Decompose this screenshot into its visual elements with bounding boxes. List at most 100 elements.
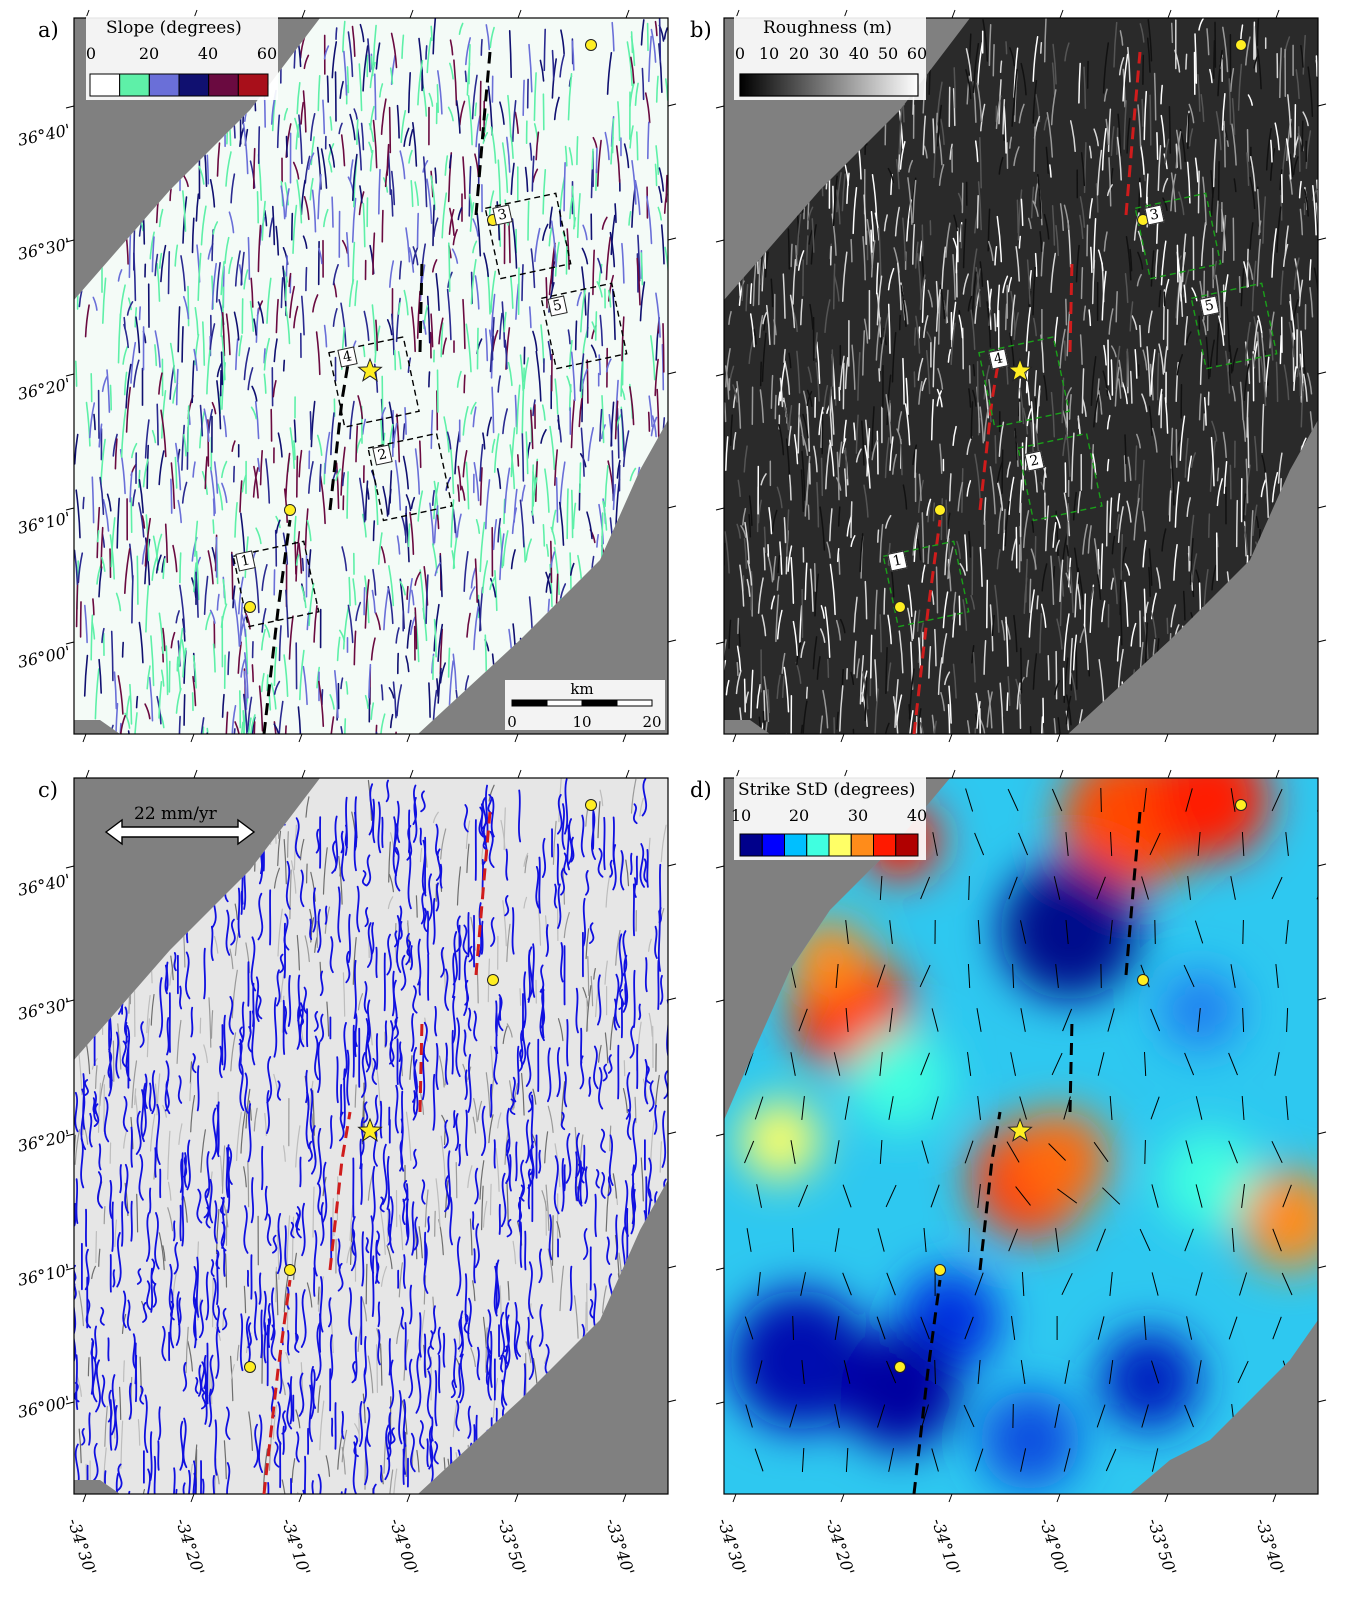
ridge-axis-line [328, 351, 352, 511]
bathymetric-contour [287, 975, 292, 1027]
texture-stroke [732, 384, 738, 403]
texture-stroke [1013, 146, 1020, 167]
texture-stroke [797, 250, 805, 271]
texture-stroke [485, 479, 491, 530]
texture-stroke [1097, 249, 1104, 272]
lon-tick [732, 1493, 737, 1503]
texture-stroke [1143, 90, 1148, 141]
texture-stroke [253, 465, 259, 499]
texture-stroke [1053, 718, 1058, 734]
texture-stroke [264, 210, 268, 227]
texture-stroke [192, 675, 197, 707]
bathymetric-contour [426, 1345, 432, 1371]
texture-stroke [597, 801, 601, 839]
texture-stroke [1139, 182, 1142, 198]
texture-stroke [1147, 310, 1153, 334]
texture-stroke [1242, 420, 1247, 442]
bathymetric-contour [351, 1361, 357, 1384]
texture-stroke [1223, 460, 1228, 494]
texture-stroke [525, 431, 529, 475]
texture-stroke [776, 486, 783, 509]
texture-stroke [612, 288, 616, 341]
strike-tick [879, 1052, 883, 1076]
texture-stroke [317, 1385, 321, 1413]
texture-stroke [296, 934, 300, 971]
texture-stroke [1302, 373, 1308, 402]
texture-stroke [1170, 22, 1174, 44]
bathymetric-contour [185, 951, 191, 1000]
texture-stroke [357, 993, 364, 1011]
site-marker [585, 799, 597, 811]
texture-stroke [1178, 191, 1185, 216]
texture-stroke [485, 1327, 488, 1373]
bathymetric-contour [621, 930, 628, 977]
bathymetric-contour [203, 947, 207, 1000]
strike-tick [845, 1447, 849, 1473]
texture-stroke [428, 371, 431, 388]
ridge-axis-line [1068, 1019, 1074, 1113]
bathymetric-contour [633, 803, 638, 825]
strike-tick [1015, 1186, 1031, 1206]
bathymetric-contour [309, 918, 313, 941]
bathymetric-contour [560, 1111, 566, 1131]
texture-stroke [828, 243, 833, 260]
texture-stroke [355, 425, 359, 463]
strike-tick [1154, 919, 1156, 945]
texture-stroke [836, 172, 842, 213]
texture-stroke [605, 874, 611, 908]
texture-stroke [604, 960, 608, 985]
bathymetric-contour [439, 863, 443, 889]
texture-stroke [319, 1400, 325, 1451]
texture-stroke [392, 681, 397, 719]
texture-stroke [952, 425, 957, 447]
texture-stroke [1231, 98, 1236, 136]
texture-stroke [181, 326, 184, 363]
texture-stroke [1148, 566, 1151, 598]
texture-stroke [123, 371, 128, 396]
texture-stroke [415, 895, 418, 918]
bathymetric-contour [276, 1401, 282, 1445]
bathymetric-contour [172, 1467, 176, 1494]
bathymetric-contour [337, 1238, 341, 1269]
texture-stroke [275, 298, 279, 334]
bathymetric-contour [603, 816, 606, 871]
texture-stroke [533, 72, 537, 122]
bathymetric-contour [527, 1184, 531, 1210]
texture-stroke [156, 263, 161, 302]
texture-stroke [285, 135, 288, 158]
texture-stroke [381, 407, 387, 419]
texture-stroke [490, 1045, 494, 1079]
texture-stroke [908, 159, 914, 173]
texture-stroke [501, 142, 509, 193]
texture-stroke [1065, 695, 1072, 725]
texture-stroke [841, 438, 847, 454]
texture-stroke [127, 297, 132, 311]
texture-stroke [370, 55, 374, 77]
texture-stroke [1140, 145, 1145, 175]
texture-stroke [461, 485, 466, 501]
texture-stroke [342, 972, 346, 1017]
texture-stroke [1018, 235, 1022, 249]
strike-tick [1054, 1404, 1060, 1428]
texture-stroke [621, 388, 626, 401]
strike-tick [1230, 964, 1236, 988]
texture-stroke [405, 1111, 412, 1161]
bathymetric-contour [295, 1292, 298, 1343]
strike-tick [1197, 1008, 1201, 1032]
texture-stroke [1115, 345, 1121, 390]
strike-tick [1275, 964, 1279, 988]
texture-stroke [889, 436, 894, 471]
texture-stroke [1300, 382, 1305, 428]
bathymetric-contour [402, 1430, 406, 1475]
strike-tick [1149, 832, 1161, 856]
study-box [1017, 432, 1103, 522]
texture-stroke [250, 406, 257, 420]
texture-stroke [1245, 36, 1251, 66]
texture-stroke [293, 305, 299, 329]
lon-tick [625, 9, 630, 19]
texture-stroke [451, 248, 459, 264]
texture-stroke [994, 245, 998, 266]
texture-stroke [112, 433, 118, 457]
texture-stroke [864, 580, 868, 620]
texture-stroke [1261, 454, 1267, 475]
